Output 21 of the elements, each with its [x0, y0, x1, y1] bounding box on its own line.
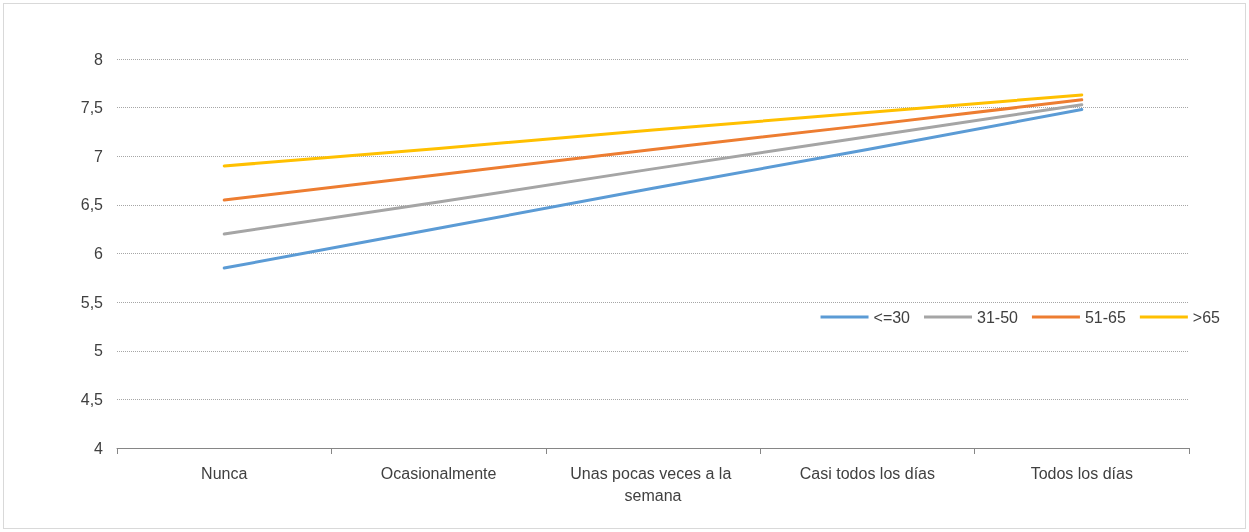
legend-label: 31-50: [977, 308, 1019, 326]
y-tick-label: 7: [94, 147, 104, 165]
legend-label: 51-65: [1084, 308, 1126, 326]
y-tick-label: 7,5: [80, 99, 104, 117]
line-series: [222, 98, 1084, 202]
y-tick-label: 6: [94, 245, 104, 262]
x-tick-label: Ocasionalmente: [380, 464, 497, 482]
y-tick-label: 5: [94, 342, 104, 360]
x-tick-label: Nunca: [201, 464, 248, 482]
y-tick-label: 6,5: [80, 196, 104, 214]
x-tick-label: Casi todos los días: [799, 464, 935, 482]
y-tick-label: 4,5: [80, 390, 104, 408]
y-tick-label: 8: [94, 50, 104, 68]
line-series: [222, 93, 1084, 168]
y-tick-label: 5,5: [80, 293, 104, 311]
x-tick-label: Todos los días: [1030, 464, 1133, 482]
legend-label: >65: [1192, 308, 1221, 326]
x-tick-label: Unas pocas veces a la semana: [570, 464, 736, 504]
line-series: [222, 108, 1084, 270]
legend-label: <=30: [873, 308, 911, 326]
y-tick-label: 4: [94, 439, 104, 457]
